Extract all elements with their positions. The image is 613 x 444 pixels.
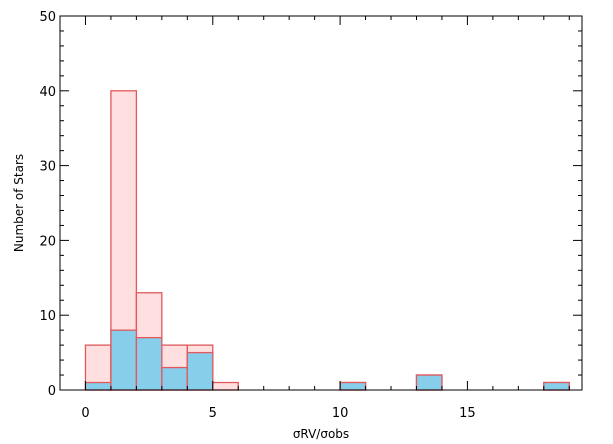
y-tick-label: 30: [39, 160, 56, 175]
bar-series-2-bin-2: [135, 336, 163, 391]
bar-series-2-bin-4: [186, 351, 214, 391]
y-tick-label: 0: [48, 384, 56, 399]
bar-series-2-bin-3: [161, 366, 188, 391]
bar-series-2-bin-10: [339, 381, 367, 391]
y-tick-label: 50: [39, 10, 56, 25]
bar-series-2-bin-13: [415, 374, 443, 391]
bar-series-1-bin-5: [212, 381, 239, 391]
ticks-layer: 0 5 10 15 0 10 20 30 40 50: [39, 10, 582, 421]
y-tick-label: 40: [39, 85, 56, 100]
y-tick-label: 20: [39, 234, 56, 249]
bar-series-2-bin-0: [84, 381, 112, 391]
bars-layer: [84, 90, 570, 391]
y-tick-label: 10: [39, 309, 56, 324]
x-tick-label: 15: [459, 406, 476, 421]
bar-series-2-bin-1: [110, 329, 138, 391]
y-axis-label: Number of Stars: [12, 154, 26, 252]
x-tick-label: 5: [209, 406, 217, 421]
plot-frame: [59, 15, 583, 391]
x-tick-label: 10: [332, 406, 349, 421]
x-tick-label: 0: [81, 406, 89, 421]
x-axis-label: σRV/σobs: [293, 427, 349, 441]
bar-series-2-bin-18: [543, 381, 570, 391]
